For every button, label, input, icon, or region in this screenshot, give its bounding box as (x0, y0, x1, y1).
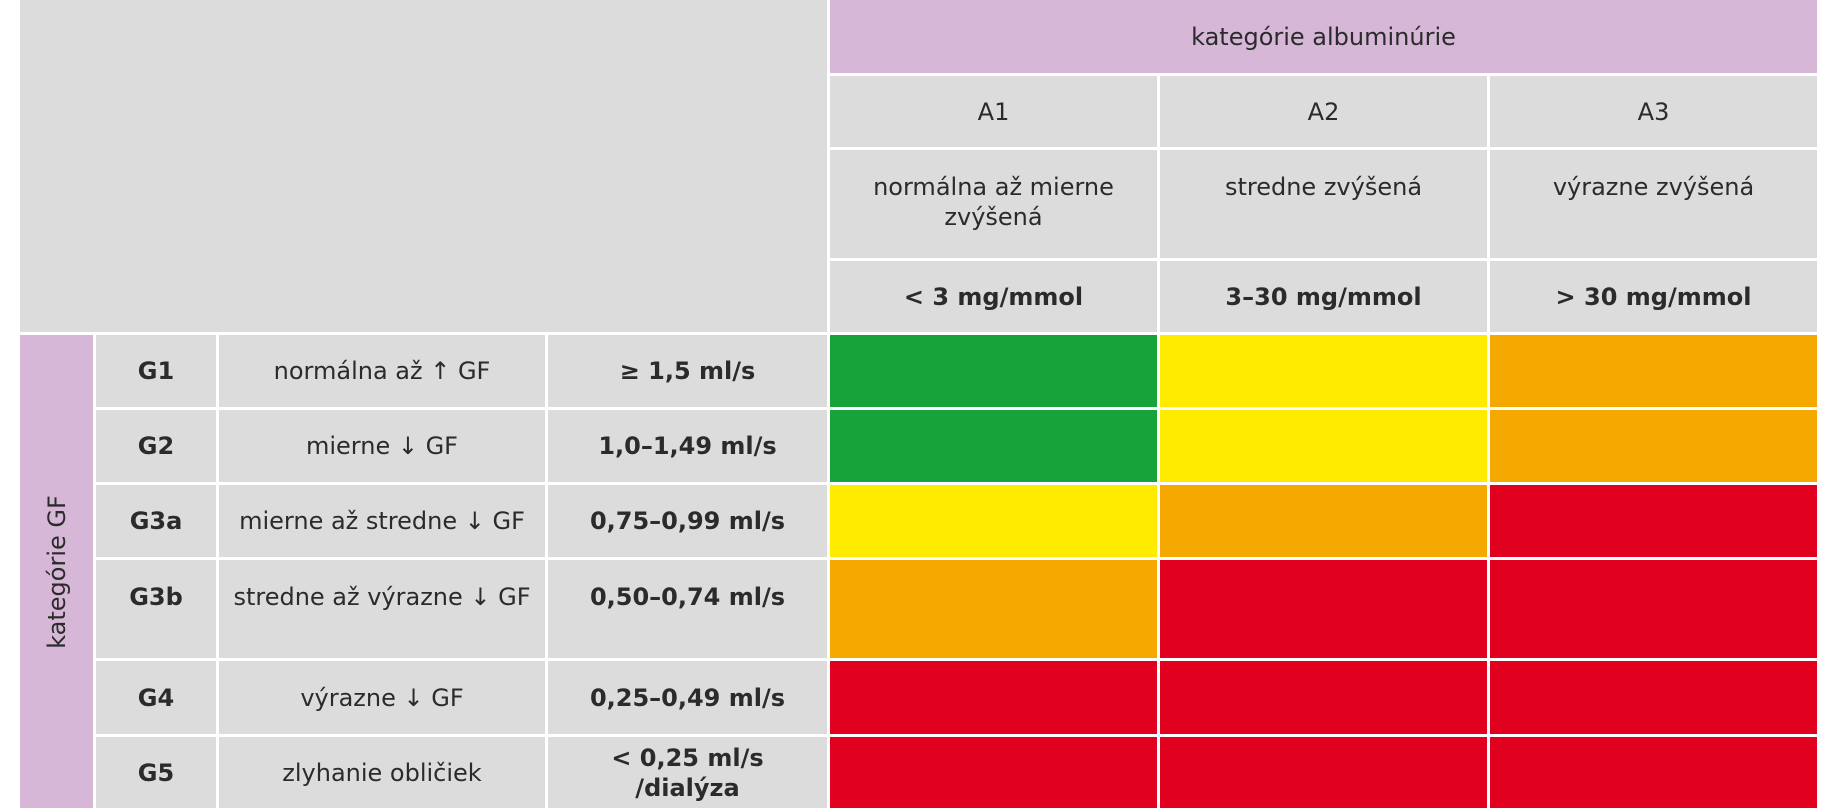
gf-description-g5: zlyhanie obličiek (219, 737, 545, 808)
albuminuria-description-a1: normálna až mierne zvýšená (830, 150, 1157, 258)
risk-cell-g4-a1 (830, 661, 1157, 734)
gf-code-g3b: G3b (96, 560, 216, 658)
risk-cell-g3b-a3 (1490, 560, 1817, 658)
gf-code-g1: G1 (96, 335, 216, 407)
gf-code-g3a: G3a (96, 485, 216, 557)
albuminuria-code-a1: A1 (830, 76, 1157, 147)
gf-code-g2: G2 (96, 410, 216, 482)
risk-cell-g2-a3 (1490, 410, 1817, 482)
risk-cell-g5-a2 (1160, 737, 1487, 808)
albuminuria-range-a1: < 3 mg/mmol (830, 261, 1157, 332)
gf-range-g3b: 0,50–0,74 ml/s (548, 560, 827, 658)
gf-code-g4: G4 (96, 661, 216, 734)
albuminuria-code-a3: A3 (1490, 76, 1817, 147)
gf-description-g4: výrazne ↓ GF (219, 661, 545, 734)
risk-cell-g1-a3 (1490, 335, 1817, 407)
gf-heading: kategórie GF (42, 494, 71, 649)
gf-heading-cell: kategórie GF (20, 335, 93, 808)
risk-cell-g3a-a2 (1160, 485, 1487, 557)
risk-cell-g5-a3 (1490, 737, 1817, 808)
albuminuria-code-a2: A2 (1160, 76, 1487, 147)
risk-cell-g1-a2 (1160, 335, 1487, 407)
gf-description-g3a: mierne až stredne ↓ GF (219, 485, 545, 557)
gf-range-g4: 0,25–0,49 ml/s (548, 661, 827, 734)
albuminuria-description-a2: stredne zvýšená (1160, 150, 1487, 258)
risk-cell-g2-a2 (1160, 410, 1487, 482)
gf-range-g1: ≥ 1,5 ml/s (548, 335, 827, 407)
gf-description-g2: mierne ↓ GF (219, 410, 545, 482)
empty-corner-cell (20, 0, 827, 332)
albuminuria-description-a3: výrazne zvýšená (1490, 150, 1817, 258)
albuminuria-range-a3: > 30 mg/mmol (1490, 261, 1817, 332)
risk-cell-g4-a2 (1160, 661, 1487, 734)
risk-cell-g5-a1 (830, 737, 1157, 808)
risk-cell-g3a-a3 (1490, 485, 1817, 557)
gf-code-g5: G5 (96, 737, 216, 808)
ckd-risk-table: kategórie albuminúrie A1 A2 A3 normálna … (20, 0, 1817, 808)
gf-range-g5: < 0,25 ml/s /dialýza (548, 737, 827, 808)
risk-cell-g1-a1 (830, 335, 1157, 407)
risk-cell-g3b-a1 (830, 560, 1157, 658)
albuminuria-range-a2: 3–30 mg/mmol (1160, 261, 1487, 332)
risk-cell-g2-a1 (830, 410, 1157, 482)
gf-range-g2: 1,0–1,49 ml/s (548, 410, 827, 482)
gf-description-g1: normálna až ↑ GF (219, 335, 545, 407)
gf-range-g3a: 0,75–0,99 ml/s (548, 485, 827, 557)
risk-cell-g3b-a2 (1160, 560, 1487, 658)
risk-cell-g3a-a1 (830, 485, 1157, 557)
albuminuria-heading: kategórie albuminúrie (830, 0, 1817, 73)
gf-description-g3b: stredne až výrazne ↓ GF (219, 560, 545, 658)
risk-cell-g4-a3 (1490, 661, 1817, 734)
